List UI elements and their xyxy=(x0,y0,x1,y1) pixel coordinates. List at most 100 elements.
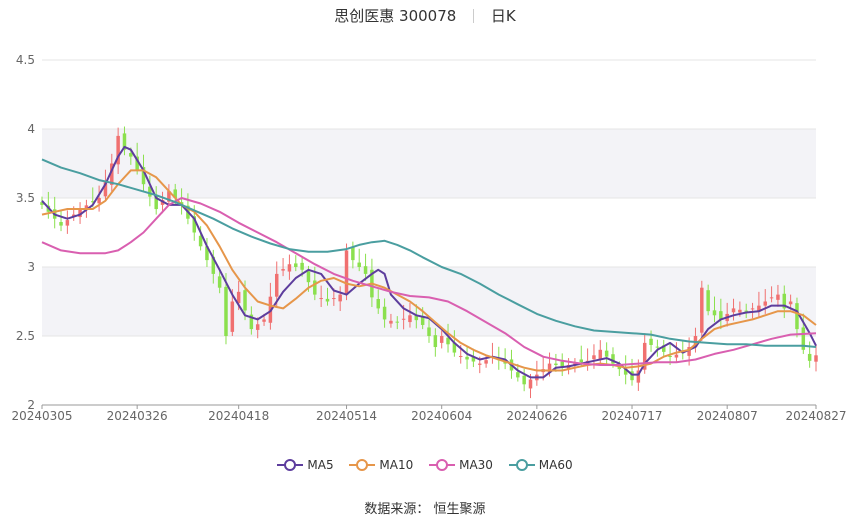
candle-body xyxy=(40,202,44,205)
candle-body xyxy=(122,133,127,150)
x-tick-label: 20240514 xyxy=(316,409,377,423)
candle-body xyxy=(154,195,158,210)
candle-body xyxy=(528,379,533,389)
candle-body xyxy=(344,250,349,295)
candle-body xyxy=(598,349,603,360)
candle-body xyxy=(706,290,710,312)
candle-body xyxy=(420,316,425,325)
y-tick-label: 4.5 xyxy=(16,53,35,67)
candle-body xyxy=(471,356,476,362)
candle-body xyxy=(649,338,653,345)
candle-body xyxy=(788,301,793,305)
candle-body xyxy=(719,311,723,320)
grid-band xyxy=(42,129,816,198)
candle-body xyxy=(230,301,235,332)
candle-body xyxy=(687,347,691,356)
candle-body xyxy=(376,299,380,309)
x-tick-label: 20240305 xyxy=(11,409,72,423)
candle-body xyxy=(617,366,622,370)
title-separator xyxy=(473,9,475,23)
legend-marker-ma60 xyxy=(508,459,535,471)
candle-body xyxy=(300,262,304,270)
candle-body xyxy=(110,163,114,185)
candle-body xyxy=(389,320,393,324)
series-line-ma30 xyxy=(41,197,817,366)
candle-body xyxy=(674,354,679,358)
candle-body xyxy=(78,209,82,218)
legend-item-ma5[interactable]: MA5 xyxy=(277,458,334,472)
candle-body xyxy=(642,342,647,370)
candle-body xyxy=(382,306,387,320)
legend-item-ma30[interactable]: MA30 xyxy=(429,458,493,472)
candle-body xyxy=(623,369,628,375)
legend-marker-ma10 xyxy=(349,459,376,471)
candle-body xyxy=(516,372,520,378)
candle-body xyxy=(97,198,101,204)
candle-body xyxy=(579,359,584,363)
candle-body xyxy=(484,360,488,364)
candle-body xyxy=(205,246,209,261)
candle-body xyxy=(731,308,736,313)
candle-body xyxy=(65,220,70,226)
candle-body xyxy=(217,276,222,288)
candle-body xyxy=(522,375,526,385)
candle-body xyxy=(401,318,406,320)
x-tick-label: 20240717 xyxy=(601,409,662,423)
candle-body xyxy=(814,355,818,362)
legend-label-ma60: MA60 xyxy=(538,458,573,472)
y-tick-label: 3 xyxy=(27,260,35,274)
x-tick-label: 20240418 xyxy=(208,409,269,423)
y-tick-label: 3.5 xyxy=(16,191,35,205)
stock-name-code: 思创医惠 300078 xyxy=(334,7,457,25)
legend-item-ma10[interactable]: MA10 xyxy=(349,458,413,472)
candle-body xyxy=(554,363,558,365)
candle-body xyxy=(427,327,431,336)
candle-body xyxy=(84,205,89,209)
candle-body xyxy=(319,298,323,300)
candle-body xyxy=(750,308,755,310)
candle-body xyxy=(661,345,666,352)
candle-body xyxy=(262,319,266,322)
candle-body xyxy=(433,335,438,348)
candle-body xyxy=(465,356,469,360)
candle-body xyxy=(116,135,120,165)
candle-body xyxy=(668,356,672,358)
candle-body xyxy=(712,310,717,316)
candle-body xyxy=(738,309,742,313)
candle-body xyxy=(446,337,450,345)
candle-body xyxy=(135,156,139,171)
candle-body xyxy=(611,354,615,364)
candle-body xyxy=(592,355,596,360)
candle-body xyxy=(769,297,774,299)
x-tick-label: 20240626 xyxy=(506,409,567,423)
x-tick-label: 20240827 xyxy=(785,409,846,423)
candle-body xyxy=(452,342,457,353)
candle-body xyxy=(313,280,317,295)
candle-body xyxy=(655,346,660,348)
legend: MA5 MA10 MA30 MA60 xyxy=(0,458,850,474)
data-source: 数据来源： 恒生聚源 xyxy=(364,502,486,517)
x-tick-label: 20240807 xyxy=(697,409,758,423)
candle-body xyxy=(294,263,298,267)
legend-marker-ma5 xyxy=(277,459,304,471)
candle-body xyxy=(306,271,311,283)
candle-body xyxy=(636,370,641,383)
candle-body xyxy=(458,356,463,358)
candle-body xyxy=(243,290,247,311)
candle-body xyxy=(103,180,108,197)
candle-body xyxy=(414,315,419,321)
candle-body xyxy=(744,310,748,312)
candle-body xyxy=(211,256,216,274)
period-label: 日K xyxy=(490,7,516,25)
legend-item-ma60[interactable]: MA60 xyxy=(508,458,573,472)
candle-body xyxy=(325,298,330,302)
candle-body xyxy=(59,222,63,226)
legend-label-ma10: MA10 xyxy=(379,458,414,472)
candle-body xyxy=(547,363,552,373)
candle-body xyxy=(776,294,780,300)
candle-body xyxy=(363,266,368,274)
candle-body xyxy=(700,287,704,333)
chart-title: 思创医惠 300078 日K xyxy=(0,5,850,26)
y-tick-label: 2.5 xyxy=(16,329,35,343)
